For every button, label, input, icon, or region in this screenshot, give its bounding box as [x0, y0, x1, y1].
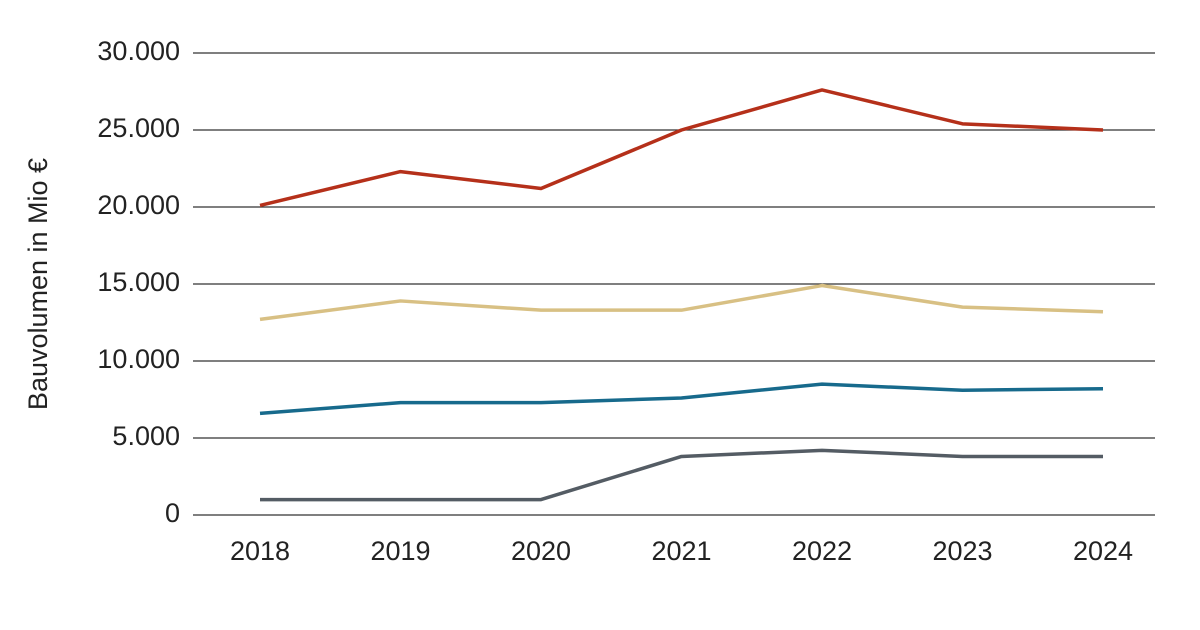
y-tick-label: 30.000 — [97, 36, 180, 66]
x-tick-label: 2018 — [230, 536, 290, 566]
y-tick-label: 10.000 — [97, 344, 180, 374]
y-tick-label: 25.000 — [97, 113, 180, 143]
x-tick-label: 2023 — [932, 536, 992, 566]
x-tick-label: 2021 — [651, 536, 711, 566]
x-tick-label: 2022 — [792, 536, 852, 566]
x-tick-label: 2024 — [1073, 536, 1133, 566]
y-tick-label: 0 — [165, 498, 180, 528]
line — [260, 448, 1103, 502]
line — [259, 382, 1104, 416]
line — [259, 88, 1104, 208]
x-tick-label: 2019 — [370, 536, 430, 566]
line — [259, 283, 1104, 322]
y-tick-label: 15.000 — [97, 267, 180, 297]
y-axis-label: Bauvolumen in Mio € — [23, 158, 53, 410]
y-tick-label: 20.000 — [97, 190, 180, 220]
y-tick-label: 5.000 — [112, 421, 180, 451]
x-tick-label: 2020 — [511, 536, 571, 566]
